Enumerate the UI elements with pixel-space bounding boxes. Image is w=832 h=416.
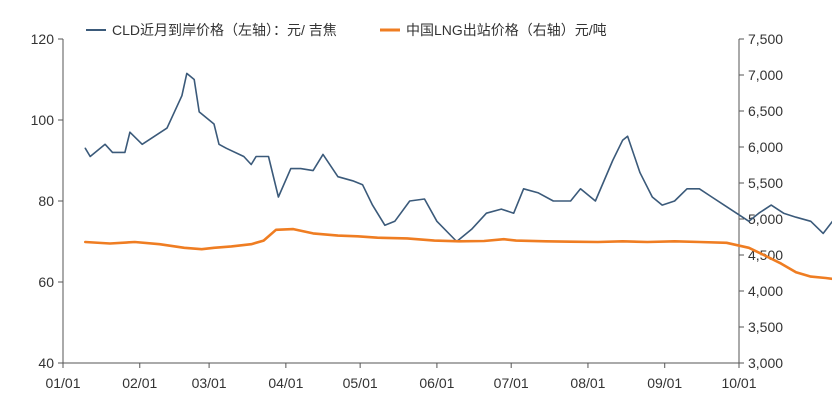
y-left-tick-label: 120 [31,31,55,47]
y-right-tick-label: 6,500 [748,103,783,119]
y-right-tick-label: 6,000 [748,139,783,155]
x-tick-label: 06/01 [419,375,454,391]
x-tick-label: 04/01 [268,375,303,391]
x-tick-label: 01/01 [45,375,80,391]
series-line-lng [84,227,832,281]
legend-label-lng: 中国LNG出站价格（右轴）元/吨 [406,22,607,38]
x-tick-label: 07/01 [494,375,529,391]
y-left-tick-label: 100 [31,112,55,128]
x-tick-label: 08/01 [570,375,605,391]
y-right-tick-label: 3,000 [748,355,783,371]
y-right-tick-label: 7,500 [748,31,783,47]
x-tick-label: 03/01 [192,375,227,391]
x-tick-label: 09/01 [647,375,682,391]
legend: CLD近月到岸价格（左轴）：元/ 吉焦 中国LNG出站价格（右轴）元/吨 [86,22,607,38]
axes: 4060801001203,0003,5004,0004,5005,0005,5… [31,31,784,391]
series-layer [84,72,832,281]
y-right-tick-label: 5,000 [748,211,783,227]
x-tick-label: 02/01 [122,375,157,391]
y-left-tick-label: 60 [38,274,54,290]
y-right-tick-label: 4,000 [748,283,783,299]
y-right-tick-label: 3,500 [748,319,783,335]
y-left-tick-label: 40 [38,355,54,371]
y-left-tick-label: 80 [38,193,54,209]
x-tick-label: 10/01 [721,375,756,391]
legend-label-cld: CLD近月到岸价格（左轴）：元/ 吉焦 [112,22,337,38]
y-right-tick-label: 7,000 [748,67,783,83]
x-tick-label: 05/01 [343,375,378,391]
series-line-cld [84,72,832,243]
y-right-tick-label: 5,500 [748,175,783,191]
